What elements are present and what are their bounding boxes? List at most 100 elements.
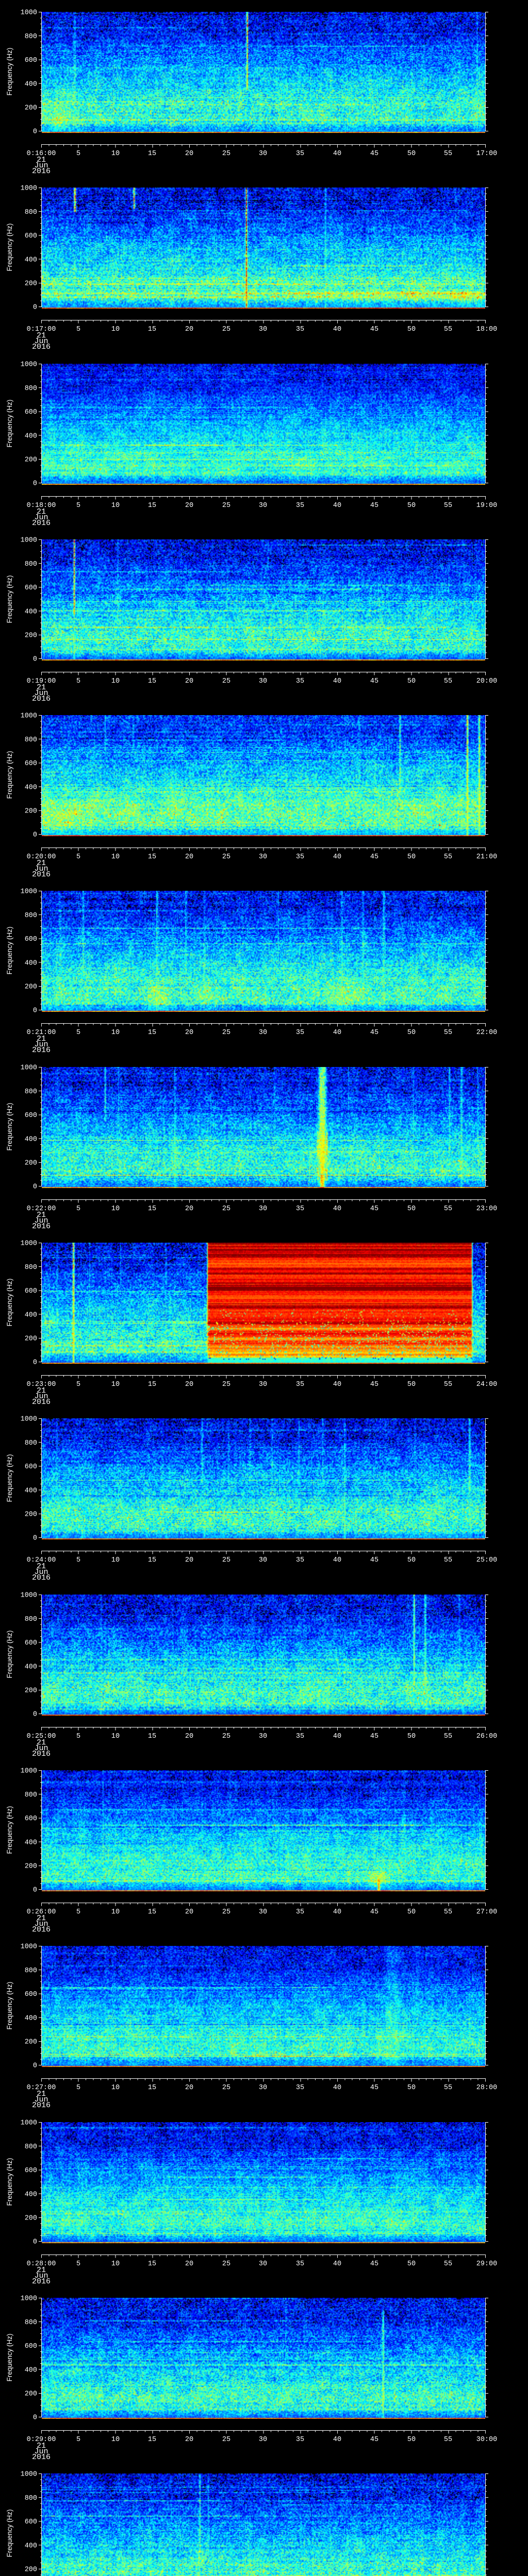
svg-text:600: 600 — [25, 409, 37, 416]
svg-text:45: 45 — [370, 677, 378, 685]
svg-text:1000: 1000 — [21, 537, 37, 545]
svg-text:Jun: Jun — [34, 1568, 48, 1577]
svg-text:30: 30 — [259, 2260, 267, 2268]
svg-text:1000: 1000 — [21, 1943, 37, 1951]
svg-text:40: 40 — [333, 853, 341, 861]
svg-text:2016: 2016 — [32, 1222, 51, 1231]
svg-text:600: 600 — [25, 760, 37, 768]
svg-text:23:00: 23:00 — [476, 1205, 498, 1213]
svg-text:1000: 1000 — [21, 1768, 37, 1775]
svg-text:800: 800 — [25, 736, 37, 744]
svg-text:600: 600 — [25, 232, 37, 240]
svg-text:15: 15 — [148, 677, 156, 685]
svg-text:2016: 2016 — [32, 2277, 51, 2286]
svg-text:50: 50 — [407, 1908, 416, 1916]
svg-text:2016: 2016 — [32, 2453, 51, 2462]
svg-text:Jun: Jun — [34, 2447, 48, 2456]
svg-text:15: 15 — [148, 1381, 156, 1388]
svg-text:0: 0 — [33, 304, 37, 312]
svg-text:0: 0 — [33, 1007, 37, 1015]
svg-text:0:23:00: 0:23:00 — [27, 1381, 56, 1388]
svg-text:25: 25 — [222, 853, 230, 861]
svg-text:18:00: 18:00 — [476, 326, 498, 333]
svg-text:55: 55 — [444, 150, 452, 158]
svg-text:200: 200 — [25, 2039, 37, 2046]
svg-text:55: 55 — [444, 853, 452, 861]
svg-text:Jun: Jun — [34, 337, 48, 346]
svg-text:30: 30 — [259, 1908, 267, 1916]
svg-text:55: 55 — [444, 1556, 452, 1564]
svg-text:600: 600 — [25, 1287, 37, 1295]
svg-text:55: 55 — [444, 1205, 452, 1213]
svg-text:0: 0 — [33, 128, 37, 136]
svg-text:5: 5 — [76, 502, 80, 510]
svg-text:30: 30 — [259, 2084, 267, 2092]
svg-text:Jun: Jun — [34, 2095, 48, 2104]
svg-text:0:17:00: 0:17:00 — [27, 326, 56, 333]
svg-text:45: 45 — [370, 2260, 378, 2268]
svg-text:400: 400 — [25, 256, 37, 264]
svg-text:0:25:00: 0:25:00 — [27, 1733, 56, 1740]
svg-text:5: 5 — [76, 1205, 80, 1213]
svg-text:5: 5 — [76, 1029, 80, 1037]
svg-text:30: 30 — [259, 853, 267, 861]
svg-text:50: 50 — [407, 1029, 416, 1037]
svg-text:600: 600 — [25, 2167, 37, 2175]
svg-text:21: 21 — [37, 683, 46, 692]
svg-text:Frequency (Hz): Frequency (Hz) — [6, 1454, 13, 1502]
svg-text:600: 600 — [25, 936, 37, 943]
svg-text:20: 20 — [185, 1556, 193, 1564]
svg-text:21: 21 — [37, 156, 46, 164]
svg-text:25:00: 25:00 — [476, 1556, 498, 1564]
svg-text:25: 25 — [222, 1908, 230, 1916]
svg-text:Frequency (Hz): Frequency (Hz) — [6, 47, 13, 95]
svg-text:Jun: Jun — [34, 1216, 48, 1225]
svg-text:40: 40 — [333, 1029, 341, 1037]
svg-text:27:00: 27:00 — [476, 1908, 498, 1916]
svg-text:200: 200 — [25, 2215, 37, 2223]
svg-text:21: 21 — [37, 1035, 46, 1043]
svg-text:200: 200 — [25, 1511, 37, 1519]
svg-text:2016: 2016 — [32, 870, 51, 879]
svg-text:2016: 2016 — [32, 167, 51, 176]
svg-text:Frequency (Hz): Frequency (Hz) — [6, 399, 13, 447]
svg-text:800: 800 — [25, 1616, 37, 1623]
svg-text:40: 40 — [333, 2436, 341, 2444]
svg-text:20: 20 — [185, 1029, 193, 1037]
svg-text:Frequency (Hz): Frequency (Hz) — [6, 2158, 13, 2206]
svg-text:Frequency (Hz): Frequency (Hz) — [6, 575, 13, 623]
svg-text:2016: 2016 — [32, 1925, 51, 1934]
svg-text:Frequency (Hz): Frequency (Hz) — [6, 2333, 13, 2381]
svg-text:0:20:00: 0:20:00 — [27, 853, 56, 861]
svg-text:55: 55 — [444, 1029, 452, 1037]
svg-text:20: 20 — [185, 326, 193, 333]
svg-text:21: 21 — [37, 507, 46, 516]
svg-text:35: 35 — [296, 1733, 304, 1740]
svg-text:5: 5 — [76, 2084, 80, 2092]
svg-text:200: 200 — [25, 2566, 37, 2574]
svg-text:0:22:00: 0:22:00 — [27, 1205, 56, 1213]
svg-text:600: 600 — [25, 1639, 37, 1647]
svg-text:15: 15 — [148, 2436, 156, 2444]
svg-text:800: 800 — [25, 561, 37, 568]
svg-text:10: 10 — [111, 677, 120, 685]
svg-text:50: 50 — [407, 2260, 416, 2268]
svg-text:15: 15 — [148, 502, 156, 510]
svg-text:800: 800 — [25, 33, 37, 41]
svg-text:15: 15 — [148, 2260, 156, 2268]
svg-text:Jun: Jun — [34, 689, 48, 698]
svg-text:30: 30 — [259, 1733, 267, 1740]
svg-text:400: 400 — [25, 80, 37, 88]
svg-text:0: 0 — [33, 2239, 37, 2246]
svg-text:0: 0 — [33, 2062, 37, 2070]
svg-text:5: 5 — [76, 2260, 80, 2268]
svg-text:1000: 1000 — [21, 1240, 37, 1248]
svg-text:35: 35 — [296, 853, 304, 861]
svg-text:40: 40 — [333, 1556, 341, 1564]
svg-text:800: 800 — [25, 1791, 37, 1799]
svg-text:800: 800 — [25, 1439, 37, 1447]
svg-text:55: 55 — [444, 1908, 452, 1916]
svg-text:50: 50 — [407, 1381, 416, 1388]
svg-text:200: 200 — [25, 456, 37, 464]
svg-text:200: 200 — [25, 280, 37, 288]
